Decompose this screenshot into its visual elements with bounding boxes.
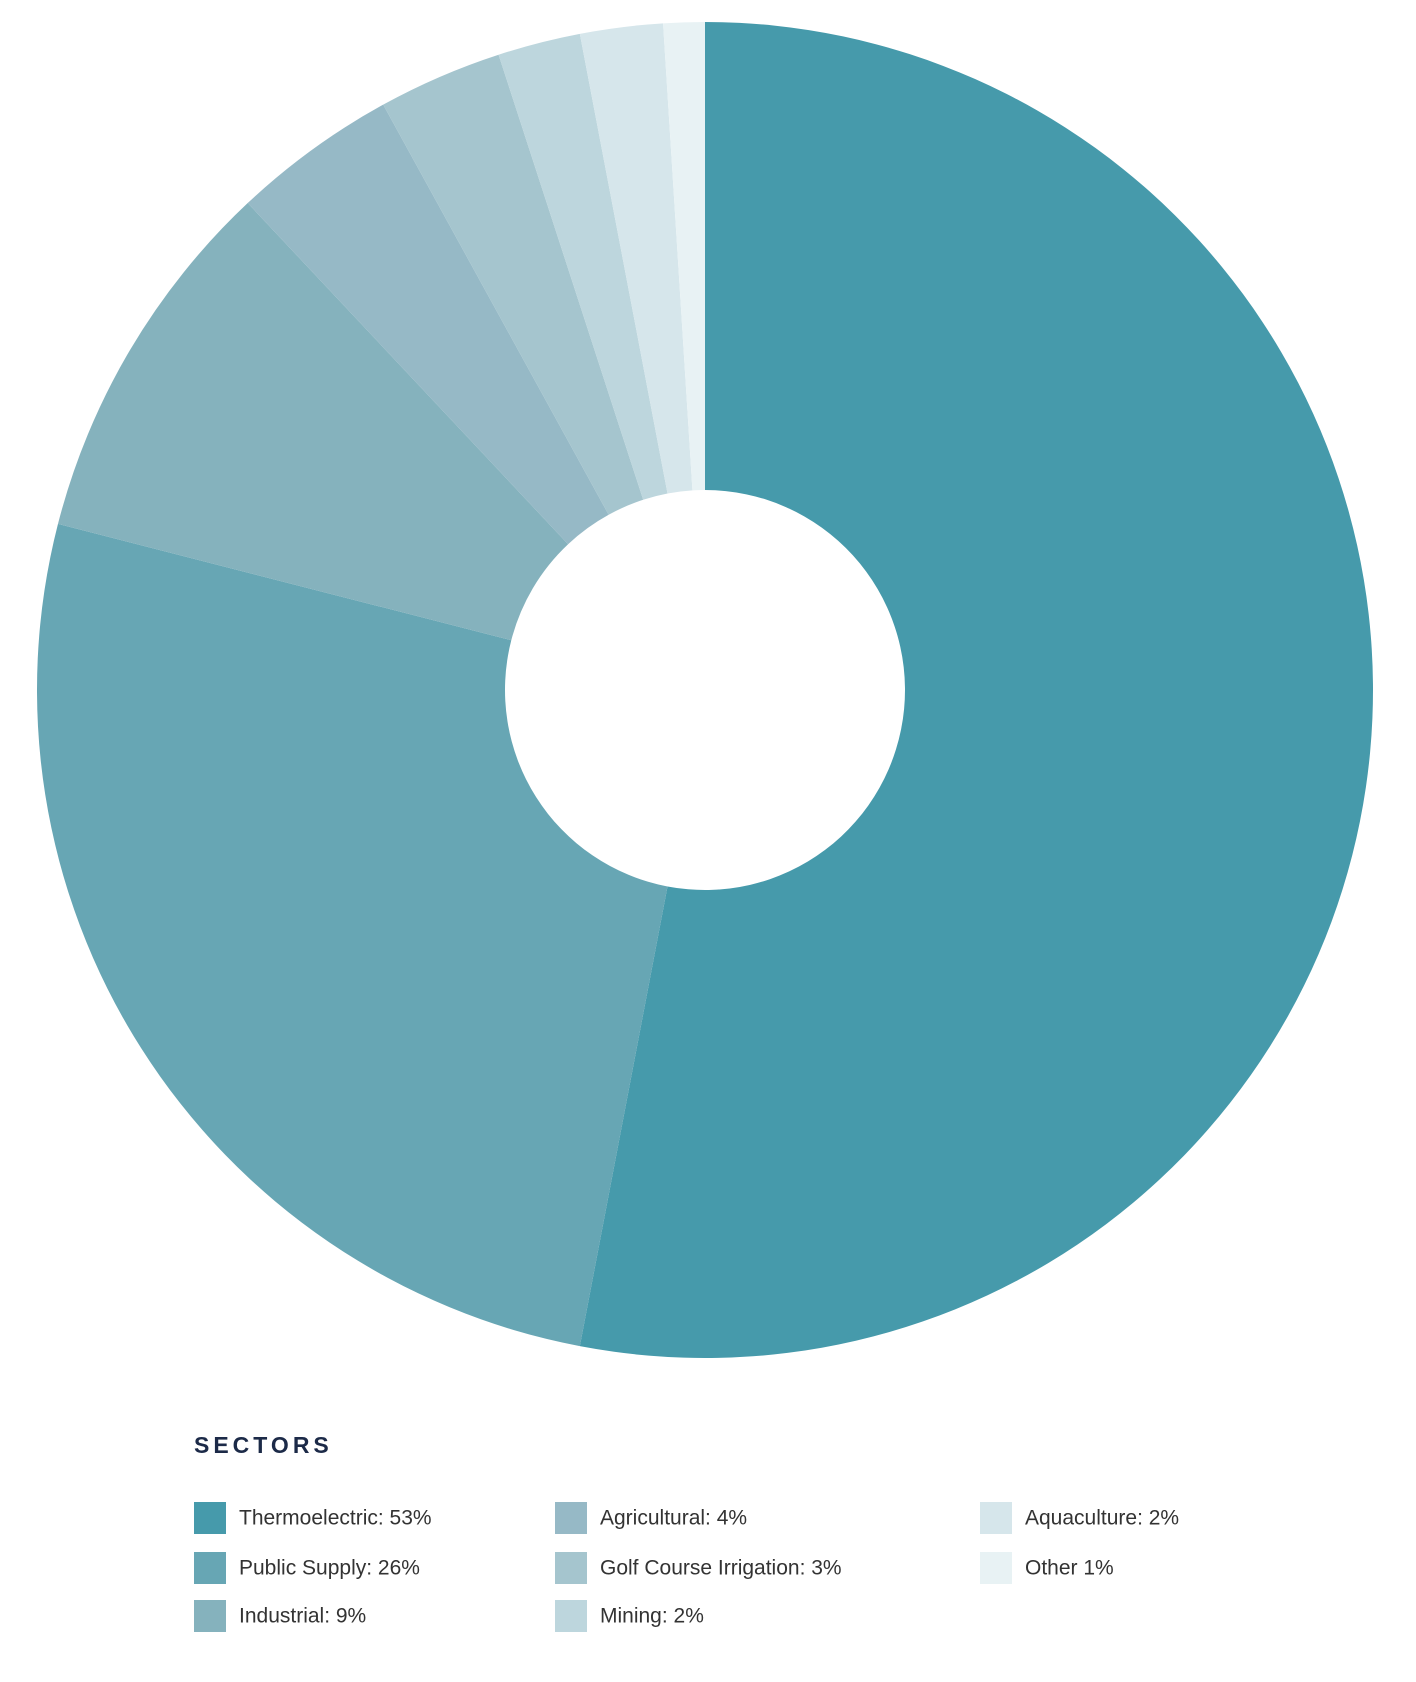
legend-swatch (980, 1552, 1012, 1584)
slice (579, 23, 693, 494)
legend-title: SECTORS (194, 1432, 333, 1458)
slice (247, 104, 609, 545)
slice (663, 22, 705, 491)
legend-swatch (555, 1600, 587, 1632)
legend-swatch (555, 1502, 587, 1534)
slice (579, 22, 1374, 1358)
legend-label: Agricultural: 4% (600, 1507, 747, 1530)
legend-label: Other 1% (1025, 1557, 1114, 1580)
legend-label: Golf Course Irrigation: 3% (600, 1557, 842, 1580)
legend-label: Public Supply: 26% (239, 1557, 420, 1580)
legend-label: Aquaculture: 2% (1025, 1507, 1179, 1530)
legend-label: Mining: 2% (600, 1605, 704, 1628)
legend-swatch (194, 1552, 226, 1584)
legend-swatch (194, 1502, 226, 1534)
slice (57, 203, 569, 641)
slice (37, 523, 668, 1347)
slice (383, 54, 644, 515)
legend-label: Thermoelectric: 53% (239, 1507, 432, 1530)
legend-swatch (194, 1600, 226, 1632)
legend-swatch (555, 1552, 587, 1584)
legend-swatch (980, 1502, 1012, 1534)
legend-label: Industrial: 9% (239, 1605, 366, 1628)
slice (498, 33, 668, 500)
